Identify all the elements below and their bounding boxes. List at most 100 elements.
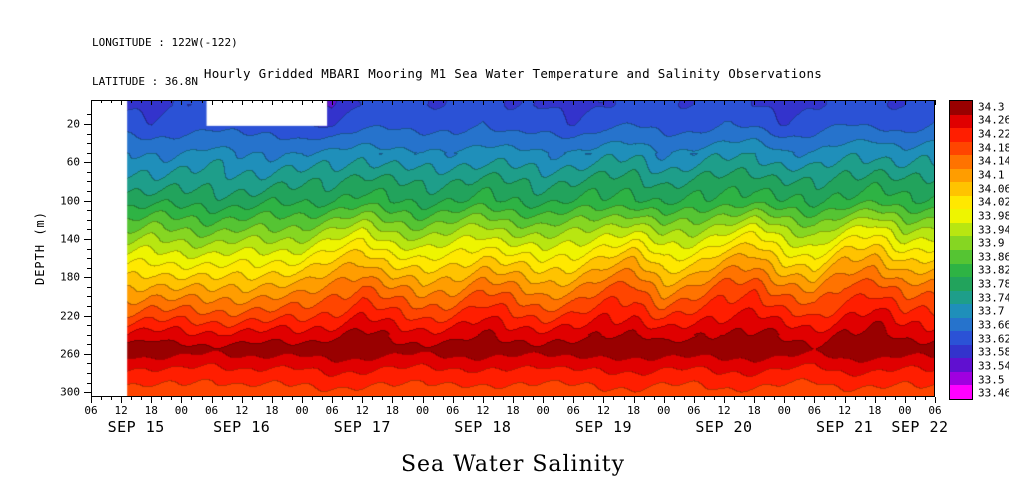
y-tick-label: 220 [60,309,80,323]
y-tick-label: 300 [60,385,80,399]
x-minor-tick [171,397,173,400]
x-day-label: SEP 16 [213,418,271,436]
x-day-label: SEP 15 [107,418,165,436]
x-minor-tick [683,397,685,400]
x-major-tick [362,397,364,403]
x-day-label: SEP 20 [695,418,753,436]
x-tick-label: 06 [566,404,580,417]
x-major-tick [211,397,213,403]
x-tick-label: 06 [84,404,98,417]
y-tick-label: 20 [66,117,80,131]
x-tick-label: 12 [235,404,249,417]
x-minor-tick [583,397,585,400]
colorbar-segment [950,304,972,318]
x-minor-tick [281,397,283,400]
x-tick-label: 06 [928,404,942,417]
x-minor-tick [884,397,886,400]
colorbar-segment [950,128,972,142]
x-major-tick [392,397,394,403]
x-tick-label: 00 [174,404,189,417]
x-minor-tick [382,397,384,400]
x-tick-label: 18 [626,404,641,417]
x-minor-tick [834,397,836,400]
x-minor-tick [141,397,143,400]
colorbar-segment [950,385,972,400]
colorbar-segment [950,371,972,386]
colorbar-segment [950,114,972,129]
y-major-tick [84,392,91,394]
x-major-tick [935,397,936,403]
x-major-tick [724,397,725,403]
x-minor-tick [894,397,896,400]
colorbar-label: 33.5 [978,373,1005,387]
colorbar-label: 34.02 [978,195,1009,209]
colorbar-label: 33.58 [978,345,1009,359]
x-minor-tick [563,397,565,400]
colorbar-label: 33.46 [978,386,1009,400]
x-major-tick [754,397,756,403]
x-minor-tick [111,397,113,400]
x-day-label: SEP 19 [574,418,633,436]
x-day-label: SEP 21 [815,418,874,436]
x-minor-tick [472,397,474,400]
x-tick-label: 06 [325,404,339,417]
colorbar-segment [950,344,972,359]
x-minor-tick [623,397,625,400]
x-major-tick [573,397,575,403]
x-tick-label: 06 [446,404,460,417]
x-major-tick [91,397,92,403]
x-major-tick [332,397,334,403]
x-minor-tick [492,397,494,400]
x-major-tick [452,397,454,403]
x-minor-tick [131,397,133,400]
x-tick-label: 06 [687,404,701,417]
x-minor-tick [703,397,705,400]
x-tick-label: 00 [536,404,550,417]
colorbar-label: 33.74 [978,291,1009,305]
x-minor-tick [322,397,324,400]
x-minor-tick [643,397,645,400]
x-minor-tick [412,397,414,400]
x-minor-tick [432,397,434,400]
heatmap-canvas [91,100,935,397]
y-tick-label: 180 [60,270,80,284]
x-major-tick [693,397,695,403]
colorbar-segment [950,236,972,251]
x-day-label: SEP 17 [333,418,391,436]
x-major-tick [302,397,303,403]
x-major-tick [904,397,906,403]
x-minor-tick [442,397,444,400]
x-minor-tick [593,397,595,400]
y-axis-title: DEPTH (m) [33,210,47,286]
x-tick-label: 00 [898,404,912,417]
colorbar-segment [950,290,972,305]
x-major-tick [271,397,273,403]
x-tick-label: 12 [114,404,128,417]
x-tick-label: 12 [596,404,611,417]
x-day-label: SEP 18 [454,418,512,436]
colorbar-label: 33.86 [978,250,1009,264]
x-minor-tick [502,397,504,400]
x-tick-label: 18 [747,404,761,417]
x-major-tick-top [935,100,936,105]
colorbar-segment [950,331,972,345]
x-minor-tick [653,397,655,400]
y-tick-label: 140 [60,232,80,246]
colorbar-label: 33.62 [978,332,1009,346]
x-minor-tick [101,397,103,400]
colorbar-label: 33.94 [978,223,1009,237]
x-minor-tick [221,397,223,400]
x-minor-tick [804,397,806,400]
colorbar-label: 33.9 [978,236,1005,250]
colorbar-label: 34.3 [978,100,1005,114]
x-minor-tick [161,397,163,400]
x-minor-tick [523,397,525,400]
x-tick-label: 00 [777,404,791,417]
colorbar-segment [950,182,972,196]
x-major-tick [663,397,665,403]
colorbar-segment [950,222,972,237]
x-tick-label: 00 [295,404,309,417]
y-major-tick [84,162,91,164]
x-major-tick [603,397,605,403]
